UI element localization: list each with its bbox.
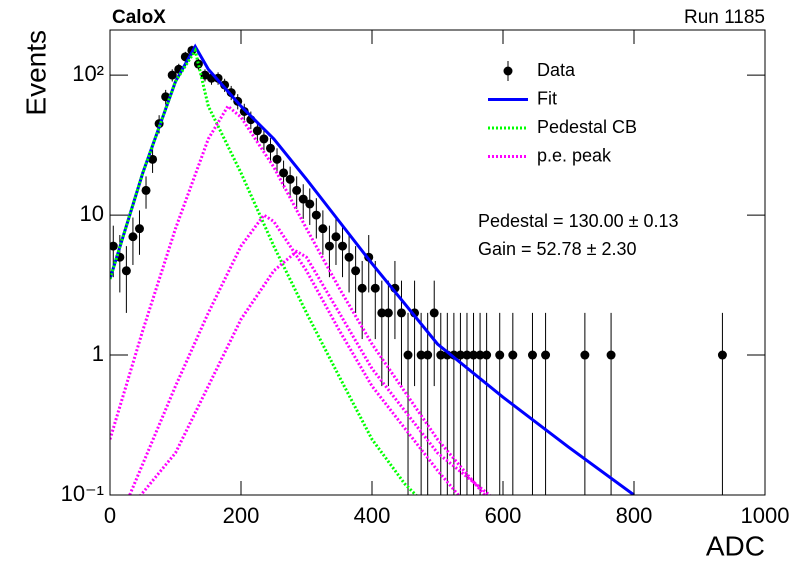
- data-point: [305, 199, 315, 209]
- x-axis-label: ADC: [706, 530, 765, 561]
- data-point: [134, 224, 144, 234]
- y-tick-label: 10: [80, 201, 104, 226]
- data-point: [527, 350, 537, 360]
- data-point: [383, 308, 393, 318]
- curve: [110, 103, 492, 495]
- data-point: [285, 174, 295, 184]
- data-point: [265, 143, 275, 153]
- x-tick-label: 1000: [741, 503, 790, 528]
- y-tick-label: 1: [92, 341, 104, 366]
- data-point: [377, 308, 387, 318]
- data-point: [252, 126, 262, 136]
- data-point: [292, 185, 302, 195]
- data-point: [469, 350, 479, 360]
- data-point: [541, 350, 551, 360]
- data-point: [121, 266, 131, 276]
- data-point: [338, 241, 348, 251]
- data-point: [148, 154, 158, 164]
- data-point: [462, 350, 472, 360]
- data-point: [495, 350, 505, 360]
- legend-label: p.e. peak: [537, 145, 612, 165]
- data-point: [455, 350, 465, 360]
- curve: [110, 43, 635, 495]
- data-point: [423, 350, 433, 360]
- data-point: [508, 350, 518, 360]
- data-point: [344, 252, 354, 262]
- data-point: [436, 350, 446, 360]
- data-point: [272, 154, 282, 164]
- data-point: [167, 70, 177, 80]
- curve: [110, 46, 418, 495]
- data-point: [357, 283, 367, 293]
- annotation: Pedestal = 130.00 ± 0.13: [478, 211, 679, 231]
- data-point: [141, 185, 151, 195]
- data-point: [580, 350, 590, 360]
- data-point: [416, 350, 426, 360]
- y-axis-label: Events: [20, 30, 51, 116]
- x-tick-label: 800: [616, 503, 653, 528]
- data-point: [318, 224, 328, 234]
- data-point: [298, 194, 308, 204]
- data-point: [475, 350, 485, 360]
- data-point: [128, 232, 138, 242]
- plot-frame: [109, 29, 766, 496]
- data-point: [403, 350, 413, 360]
- chart-title: CaloX: [112, 7, 166, 28]
- legend-label: Data: [537, 60, 576, 80]
- data-point: [370, 283, 380, 293]
- data-point: [279, 168, 289, 178]
- y-tick-label: 10²: [72, 61, 104, 86]
- plot-area: [110, 43, 727, 495]
- data-point: [717, 350, 727, 360]
- legend-label: Fit: [537, 88, 557, 108]
- data-point: [259, 134, 269, 144]
- x-tick-label: 0: [104, 503, 116, 528]
- x-tick-label: 400: [354, 503, 391, 528]
- data-point: [193, 59, 203, 69]
- data-point: [396, 308, 406, 318]
- data-point: [324, 241, 334, 251]
- data-point: [606, 350, 616, 360]
- legend-label: Pedestal CB: [537, 117, 637, 137]
- data-point: [110, 241, 118, 251]
- x-tick-label: 200: [223, 503, 260, 528]
- data-point: [311, 210, 321, 220]
- data-point: [429, 308, 439, 318]
- data-point: [482, 350, 492, 360]
- data-point: [351, 266, 361, 276]
- y-tick-label: 10⁻¹: [61, 481, 104, 506]
- chart-subtitle: Run 1185: [684, 7, 765, 28]
- data-point: [331, 232, 341, 242]
- annotation: Gain = 52.78 ± 2.30: [478, 239, 637, 259]
- legend-marker: [503, 66, 513, 76]
- x-tick-label: 600: [485, 503, 522, 528]
